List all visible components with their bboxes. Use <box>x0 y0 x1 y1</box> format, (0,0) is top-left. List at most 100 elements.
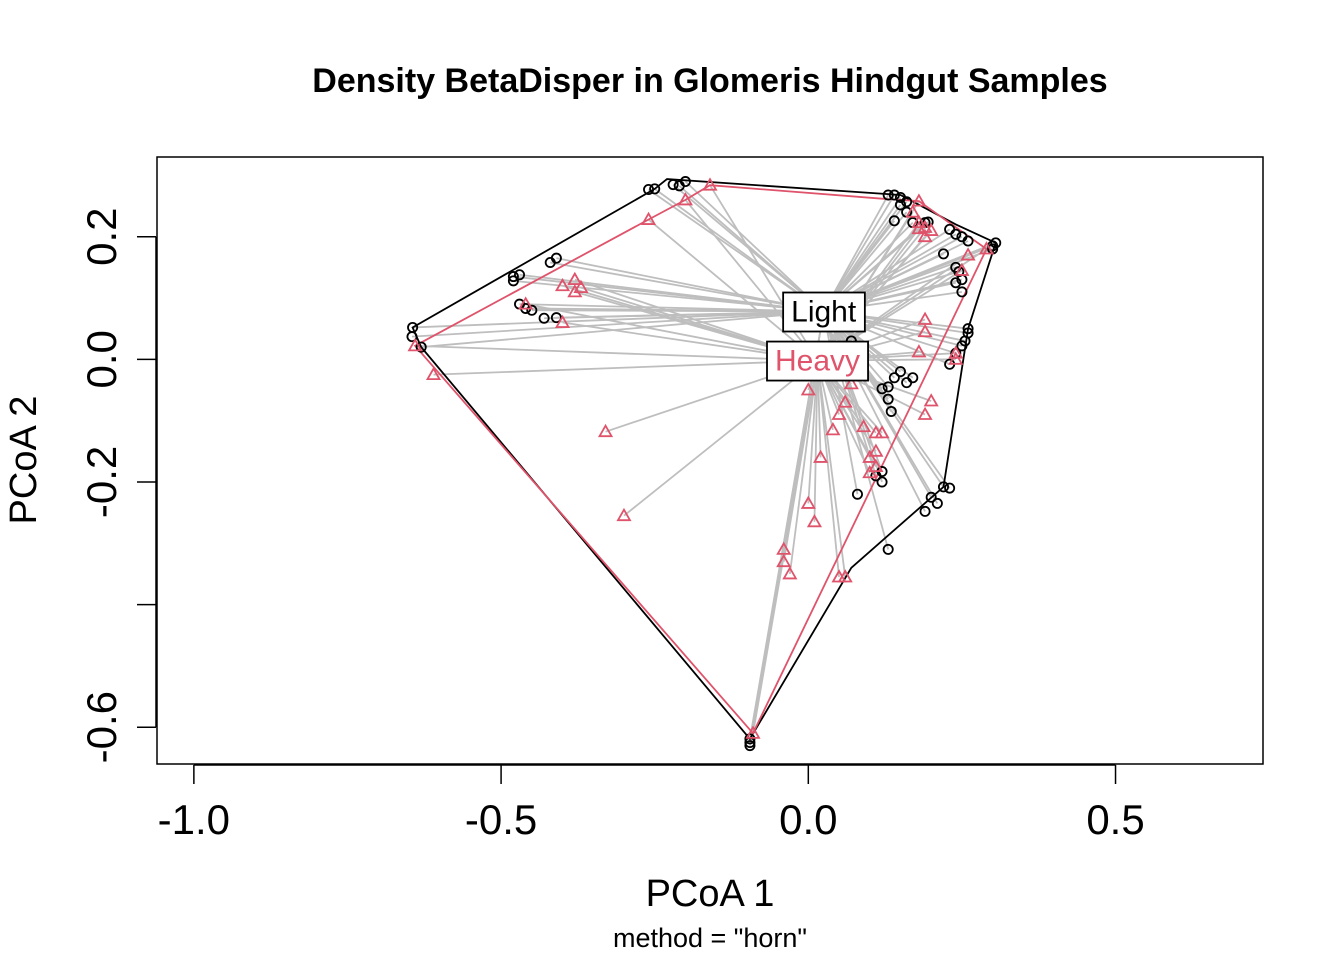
group-labels: Light Heavy <box>766 291 869 382</box>
y-tick-label: -0.2 <box>78 446 125 518</box>
point-light <box>907 372 919 384</box>
group-label-box-light <box>782 291 866 333</box>
point-light <box>956 340 968 352</box>
spoke-line <box>816 229 932 362</box>
point-light <box>919 505 931 517</box>
hull-polygons <box>411 178 997 741</box>
point-heavy <box>868 458 884 473</box>
point-heavy <box>856 418 872 433</box>
spoke-line <box>813 360 819 522</box>
spoke-line <box>684 199 819 362</box>
spoke-line <box>816 226 926 362</box>
x-axis-label: PCoA 1 <box>646 873 775 915</box>
point-light <box>962 235 974 247</box>
point-heavy <box>782 566 798 580</box>
point-light <box>888 189 900 201</box>
point-heavy <box>954 262 970 276</box>
point-light <box>538 312 550 324</box>
y-tick-label: -0.6 <box>78 691 125 763</box>
x-tick-label: 0.5 <box>1086 796 1144 843</box>
point-light <box>851 488 863 500</box>
point-light <box>649 183 661 195</box>
spoke-line <box>648 188 825 313</box>
point-heavy <box>806 513 823 528</box>
point-light <box>950 277 962 289</box>
point-heavy <box>923 393 939 407</box>
point-light <box>507 271 519 283</box>
point-light <box>406 331 418 343</box>
group-label-box-heavy <box>766 340 869 382</box>
point-heavy <box>518 296 534 310</box>
point-light <box>882 543 894 555</box>
point-heavy <box>677 192 693 206</box>
point-light <box>882 189 894 201</box>
point-heavy <box>597 423 614 438</box>
point-light <box>956 286 968 298</box>
point-heavy <box>874 425 890 439</box>
point-heavy <box>800 495 816 509</box>
point-light <box>888 372 900 384</box>
point-light <box>876 476 888 488</box>
group-label-light: Light <box>791 296 857 329</box>
x-tick-label: -0.5 <box>465 796 537 843</box>
point-heavy <box>616 507 632 522</box>
point-heavy <box>554 277 571 292</box>
point-light <box>888 215 900 227</box>
point-heavy <box>825 422 841 436</box>
spoke-line <box>415 344 818 362</box>
point-light <box>885 405 897 417</box>
point-heavy <box>776 553 792 568</box>
point-light <box>673 180 685 192</box>
point-heavy <box>567 284 583 298</box>
spoke-line <box>788 360 819 575</box>
point-heavy <box>917 406 933 420</box>
point-light <box>643 183 655 195</box>
spoke-line <box>816 360 847 578</box>
point-heavy <box>813 449 829 463</box>
point-light <box>882 381 894 393</box>
data-points <box>406 176 1002 752</box>
point-light <box>937 481 949 493</box>
point-heavy <box>837 394 853 408</box>
point-light <box>990 237 1002 249</box>
spoke-line <box>816 360 840 578</box>
spoke-line <box>647 218 819 362</box>
point-heavy <box>567 271 583 286</box>
point-heavy <box>917 323 933 338</box>
point-heavy <box>407 338 423 352</box>
spoke-lines <box>411 180 997 746</box>
spoke-line <box>421 310 824 348</box>
x-tick-label: 0.0 <box>779 796 837 843</box>
point-light <box>415 341 427 353</box>
point-light <box>944 482 956 494</box>
y-tick-label: 0.2 <box>78 208 125 266</box>
point-light <box>962 323 974 335</box>
point-heavy <box>862 449 878 463</box>
spoke-line <box>678 185 825 313</box>
x-axis: -1.0 -0.5 0.0 0.5 <box>158 764 1145 843</box>
point-heavy <box>554 314 571 328</box>
point-light <box>507 275 519 287</box>
point-heavy <box>862 464 878 479</box>
point-heavy <box>948 351 964 365</box>
point-heavy <box>905 204 921 218</box>
point-light <box>744 740 756 752</box>
y-axis: -0.6 -0.2 0.0 0.2 <box>78 208 157 763</box>
point-heavy <box>978 241 995 255</box>
hull-light <box>411 178 997 741</box>
point-light <box>667 179 679 191</box>
point-heavy <box>923 222 939 236</box>
y-tick-label: 0.0 <box>78 330 125 388</box>
point-light <box>876 383 888 395</box>
point-heavy <box>831 406 847 420</box>
spoke-line <box>556 257 824 313</box>
point-heavy <box>702 177 718 191</box>
point-light <box>901 196 913 208</box>
point-light <box>894 366 906 378</box>
group-label-heavy: Heavy <box>775 345 860 378</box>
y-axis-label: PCoA 2 <box>3 396 45 525</box>
point-light <box>925 491 937 503</box>
point-light <box>937 248 949 260</box>
point-heavy <box>425 366 442 381</box>
point-light <box>514 269 526 281</box>
